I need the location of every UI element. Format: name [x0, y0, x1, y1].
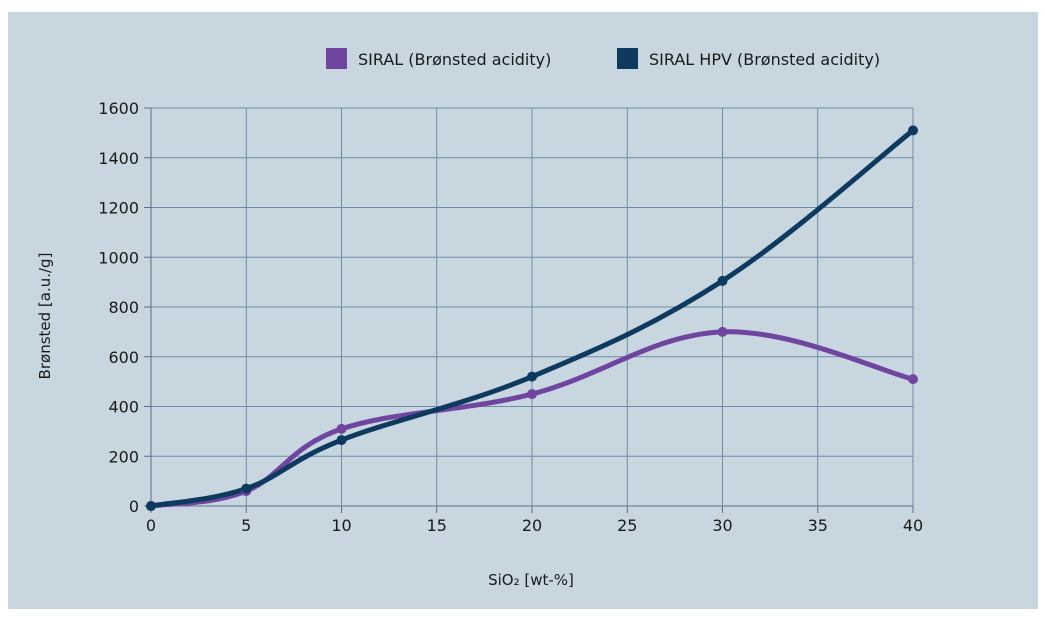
y-tick-label: 600 [108, 348, 139, 367]
x-axis-label: SiO₂ [wt-%] [488, 571, 574, 589]
data-point-s0-2 [336, 423, 347, 434]
y-axis-label: Brønsted [a.u./g] [36, 253, 54, 380]
legend-label-siral-hpv: SIRAL HPV (Brønsted acidity) [649, 50, 880, 69]
x-tick-label: 10 [331, 516, 351, 535]
x-tick-label: 0 [146, 516, 156, 535]
x-tick-label: 5 [241, 516, 251, 535]
chart-panel: SIRAL (Brønsted acidity) SIRAL HPV (Brøn… [8, 12, 1038, 609]
data-point-s1-4 [717, 275, 728, 286]
y-tick-label: 0 [129, 497, 139, 516]
x-tick-label: 35 [808, 516, 828, 535]
y-tick-label: 1600 [98, 99, 139, 118]
legend: SIRAL (Brønsted acidity) SIRAL HPV (Brøn… [326, 48, 880, 69]
data-point-s0-5 [908, 374, 918, 385]
y-tick-label: 200 [108, 447, 139, 466]
legend-label-siral: SIRAL (Brønsted acidity) [358, 50, 551, 69]
legend-swatch-siral [326, 48, 347, 69]
y-tick-label: 400 [108, 398, 139, 417]
x-tick-label: 25 [617, 516, 637, 535]
x-tick-label: 20 [522, 516, 542, 535]
legend-swatch-siral-hpv [617, 48, 638, 69]
data-point-s1-3 [527, 371, 537, 382]
data-point-s1-1 [241, 483, 252, 494]
y-tick-label: 1200 [98, 199, 139, 218]
x-tick-label: 15 [427, 516, 447, 535]
data-point-s1-5 [908, 125, 918, 136]
x-axis-ticks: 0 5 10 15 20 25 30 35 40 [146, 516, 923, 535]
data-point-s1-0 [146, 501, 156, 511]
data-point-s0-4 [717, 326, 728, 337]
y-axis-ticks: 0 200 400 600 800 1000 1200 1400 1600 [98, 99, 139, 516]
grid-lines [144, 107, 914, 513]
series-points [146, 125, 918, 511]
y-tick-label: 800 [108, 298, 139, 317]
y-tick-label: 1400 [98, 149, 139, 168]
y-tick-label: 1000 [98, 248, 139, 267]
data-point-s1-2 [336, 435, 347, 446]
x-tick-label: 40 [903, 516, 923, 535]
line-chart: SIRAL (Brønsted acidity) SIRAL HPV (Brøn… [36, 48, 923, 589]
x-tick-label: 30 [712, 516, 732, 535]
data-point-s0-3 [527, 389, 537, 400]
